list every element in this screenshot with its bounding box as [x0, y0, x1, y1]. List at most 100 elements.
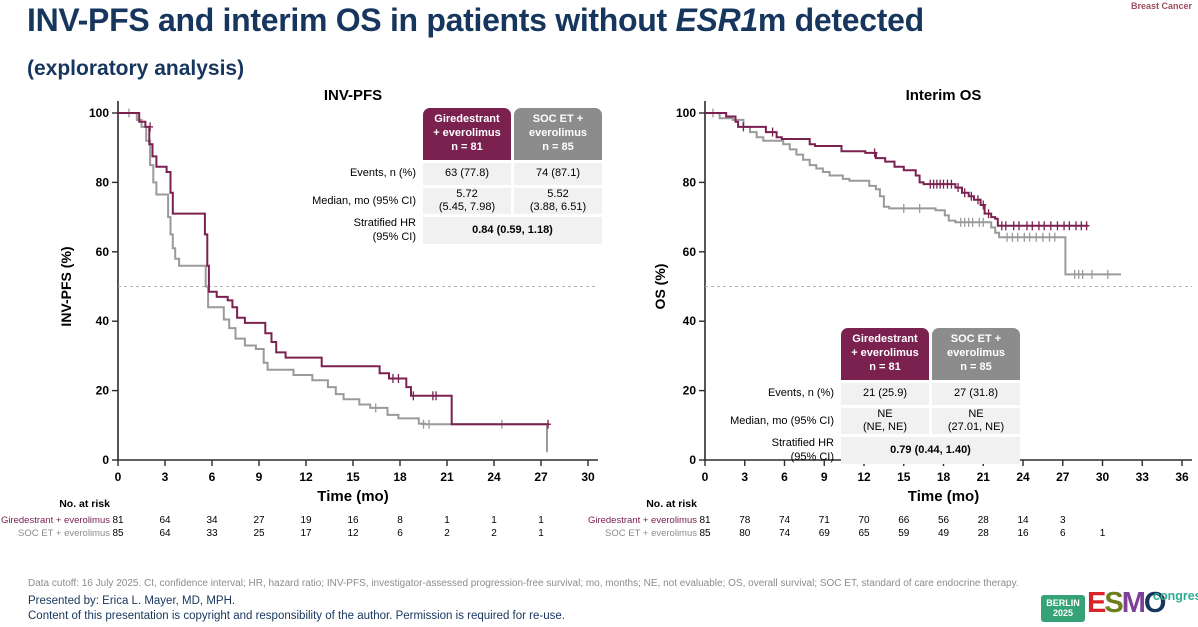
breast-cancer-track-tag: Breast Cancer — [1130, 1, 1192, 11]
x-tick-label: 24 — [1016, 470, 1030, 484]
esmo-congress-logo: BERLIN 2025 ESMO congress — [1038, 586, 1198, 626]
y-tick-label: 80 — [96, 175, 110, 189]
at-risk-value: 64 — [159, 527, 171, 539]
x-tick-label: 21 — [440, 470, 454, 484]
y-tick-label: 60 — [683, 245, 697, 259]
stats-events-soc-et: 27 (31.8) — [932, 383, 1020, 405]
group-header-giredestrant: Giredestrant + everolimus n = 81 — [841, 328, 929, 380]
congress-label: congress — [1153, 589, 1198, 603]
x-tick-label: 27 — [534, 470, 548, 484]
berlin-label: BERLIN — [1046, 597, 1080, 608]
copyright-line: Content of this presentation is copyrigh… — [28, 610, 565, 622]
at-risk-value: 65 — [858, 527, 870, 539]
km-curve-soc-et-everolimus — [705, 112, 1121, 276]
y-tick-label: 60 — [96, 245, 110, 259]
y-tick-label: 40 — [683, 314, 697, 328]
at-risk-value: 16 — [347, 515, 359, 526]
x-tick-label: 18 — [393, 470, 407, 484]
stats-events-giredestrant: 63 (77.8) — [423, 163, 511, 185]
at-risk-value: 3 — [1059, 515, 1066, 526]
stats-row-label-median: Median, mo (95% CI) — [312, 194, 416, 207]
x-tick-label: 15 — [897, 470, 911, 484]
at-risk-series-label: SOC ET + everolimus — [18, 527, 110, 539]
censor-marks-soc-et-everolimus — [709, 108, 1111, 279]
at-risk-value: 1 — [1099, 527, 1106, 539]
group-header-giredestrant: Giredestrant + everolimus n = 81 — [423, 108, 511, 160]
interim-os-stats-table: Giredestrant + everolimus n = 81 SOC ET … — [688, 328, 1020, 464]
at-risk-series-label: Giredestrant + everolimus — [0, 515, 110, 526]
page-title: INV-PFS and interim OS in patients witho… — [27, 2, 924, 39]
stats-row-label-events: Events, n (%) — [349, 167, 416, 180]
esmo-wordmark: ESMO — [1087, 587, 1167, 620]
stats-hazard-ratio: 0.84 (0.59, 1.18) — [423, 217, 602, 244]
stats-header-spacer — [290, 108, 420, 160]
y-tick-label: 40 — [96, 314, 110, 328]
at-risk-value: 69 — [818, 527, 830, 539]
at-risk-value: 85 — [112, 527, 124, 539]
interim-os-at-risk-table: No. at risk Giredestrant + everolimus 81 78… — [588, 496, 1198, 552]
x-axis-label: Time (mo) — [908, 488, 979, 505]
presented-by-line: Presented by: Erica L. Mayer, MD, MPH. — [28, 595, 236, 607]
at-risk-value: 17 — [300, 527, 312, 539]
inv-pfs-at-risk-table: No. at risk Giredestrant + everolimus 81 64… — [0, 496, 625, 552]
at-risk-value: 27 — [253, 515, 265, 526]
chart-title: INV-PFS — [324, 88, 382, 104]
at-risk-value: 14 — [1017, 515, 1029, 526]
inv-pfs-km-chart: INV-PFS INV-PFS (%) Time (mo) 0 20 40 60 80 100 0… — [58, 88, 598, 505]
at-risk-series-label: SOC ET + everolimus — [605, 527, 697, 539]
at-risk-value: 80 — [739, 527, 751, 539]
x-tick-label: 12 — [857, 470, 871, 484]
censor-marks-giredestrant-everolimus — [147, 122, 552, 429]
group-header-soc-et: SOC ET + everolimus n = 85 — [514, 108, 602, 160]
x-tick-label: 27 — [1056, 470, 1070, 484]
at-risk-value: 8 — [397, 515, 403, 526]
title-prefix: INV-PFS and interim OS in patients witho… — [27, 2, 676, 38]
x-tick-label: 30 — [1096, 470, 1110, 484]
x-tick-label: 3 — [741, 470, 748, 484]
at-risk-value: 1 — [538, 515, 544, 526]
x-tick-label: 33 — [1136, 470, 1150, 484]
x-tick-label: 30 — [581, 470, 595, 484]
x-tick-label: 12 — [299, 470, 313, 484]
stats-row-label-hr: Stratified HR (95% CI) — [353, 217, 416, 243]
esmo-letter-s: S — [1104, 587, 1123, 619]
at-risk-value: 2 — [444, 527, 450, 539]
y-tick-label: 0 — [689, 453, 696, 467]
at-risk-value: 1 — [538, 527, 544, 539]
at-risk-value: 81 — [699, 515, 711, 526]
x-tick-label: 9 — [821, 470, 828, 484]
at-risk-value: 81 — [112, 515, 124, 526]
esmo-letter-o: O — [1143, 587, 1167, 619]
at-risk-value: 25 — [253, 527, 265, 539]
stats-median-giredestrant: 5.72 (5.45, 7.98) — [423, 188, 511, 215]
stats-events-soc-et: 74 (87.1) — [514, 163, 602, 185]
at-risk-value: 16 — [1017, 527, 1029, 539]
page-subtitle: (exploratory analysis) — [27, 57, 245, 80]
at-risk-value: 19 — [300, 515, 312, 526]
inv-pfs-stats-table: Giredestrant + everolimus n = 81 SOC ET … — [290, 108, 602, 244]
x-axis-label: Time (mo) — [317, 488, 388, 505]
at-risk-value: 64 — [159, 515, 171, 526]
footnote-abbreviations: Data cutoff: 16 July 2025. CI, confidenc… — [28, 578, 1019, 589]
esmo-letter-m: M — [1121, 587, 1146, 619]
stats-header-spacer — [688, 328, 838, 380]
x-tick-label: 36 — [1175, 470, 1189, 484]
censor-marks-giredestrant-everolimus — [740, 122, 1090, 231]
at-risk-value: 56 — [937, 515, 950, 526]
x-tick-label: 6 — [781, 470, 788, 484]
at-risk-value: 2 — [491, 527, 497, 539]
x-tick-label: 6 — [209, 470, 216, 484]
at-risk-value: 59 — [898, 527, 910, 539]
title-gene-italic: ESR1 — [675, 2, 758, 38]
y-tick-label: 20 — [96, 384, 110, 398]
at-risk-value: 28 — [977, 527, 989, 539]
stats-median-soc-et: 5.52 (3.88, 6.51) — [514, 188, 602, 215]
berlin-2025-badge: BERLIN 2025 — [1041, 595, 1085, 622]
title-suffix: m detected — [757, 2, 924, 38]
y-axis-label: OS (%) — [652, 264, 668, 310]
at-risk-value: 85 — [699, 527, 711, 539]
at-risk-value: 6 — [397, 527, 403, 539]
at-risk-value: 6 — [1059, 527, 1066, 539]
y-tick-label: 100 — [89, 106, 109, 120]
